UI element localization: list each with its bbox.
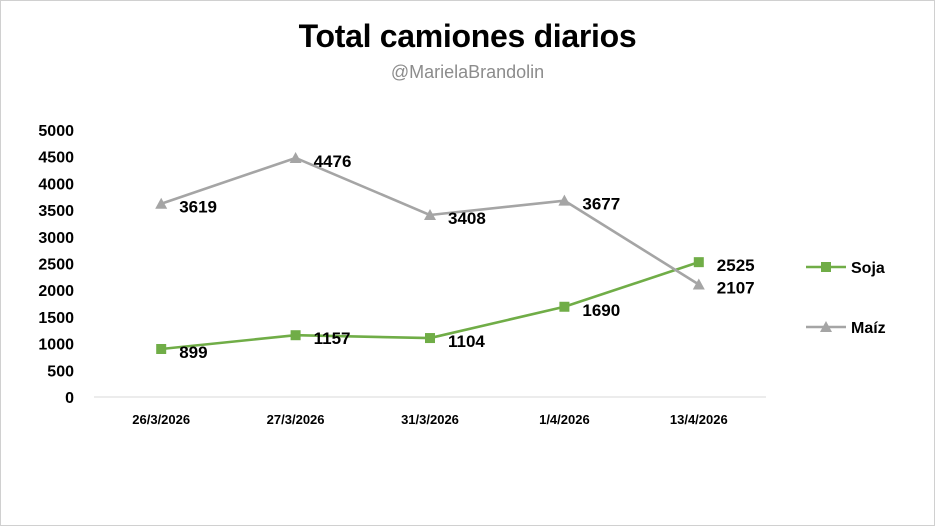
x-tick-label: 26/3/2026: [132, 412, 190, 427]
data-label: 1690: [582, 301, 620, 320]
data-label: 1104: [448, 332, 485, 351]
data-point-triangle: [692, 278, 705, 290]
x-tick-label: 1/4/2026: [539, 412, 590, 427]
data-point-triangle: [155, 197, 168, 209]
data-label: 4476: [314, 152, 352, 171]
x-tick-label: 31/3/2026: [401, 412, 459, 427]
y-tick-label: 4000: [38, 176, 74, 193]
data-label: 1157: [314, 329, 351, 348]
x-tick-label: 13/4/2026: [670, 412, 728, 427]
legend-marker-square: [821, 262, 831, 272]
data-label: 3677: [582, 195, 620, 214]
y-tick-label: 2500: [38, 257, 74, 274]
data-point-square: [290, 330, 301, 341]
series-line-maíz: [160, 156, 700, 286]
legend-label-soja: Soja: [851, 260, 885, 277]
y-tick-label: 500: [47, 363, 74, 380]
data-label: 899: [179, 343, 207, 362]
y-tick-label: 2000: [38, 283, 74, 300]
chart-axes: 0 500 1000 1500 2000 2500 3000 3500 4000 4500 5000…: [38, 123, 766, 427]
data-label: 2107: [717, 278, 755, 297]
data-labels-layer: 899 1157 1104 1690 2525 3619 4476 3408 3677 2107: [179, 152, 754, 362]
data-point-square: [425, 333, 435, 344]
legend-label-maíz: Maíz: [851, 320, 886, 337]
data-point-square: [693, 257, 704, 268]
y-tick-label: 1500: [38, 310, 74, 327]
y-tick-label: 0: [65, 390, 74, 407]
data-point-triangle: [424, 209, 436, 221]
data-label: 3408: [448, 209, 486, 228]
chart-subtitle: @MarielaBrandolin: [390, 62, 545, 82]
data-point-square: [559, 301, 570, 312]
data-point-triangle: [558, 194, 571, 206]
series-layer: [155, 151, 705, 354]
y-tick-label: 4500: [38, 150, 74, 167]
data-point-square: [156, 343, 167, 354]
legend: Soja Maíz: [806, 260, 886, 337]
y-tick-label: 5000: [38, 123, 74, 140]
data-label: 3619: [179, 198, 217, 217]
y-tick-label: 3000: [38, 230, 74, 247]
y-tick-label: 3500: [38, 203, 74, 220]
data-point-triangle: [289, 151, 302, 163]
y-tick-label: 1000: [38, 337, 74, 354]
legend-marker-triangle: [820, 321, 832, 332]
data-label: 2525: [717, 256, 755, 275]
chart-title: Total camiones diarios: [298, 18, 637, 54]
x-tick-label: 27/3/2026: [267, 412, 325, 427]
